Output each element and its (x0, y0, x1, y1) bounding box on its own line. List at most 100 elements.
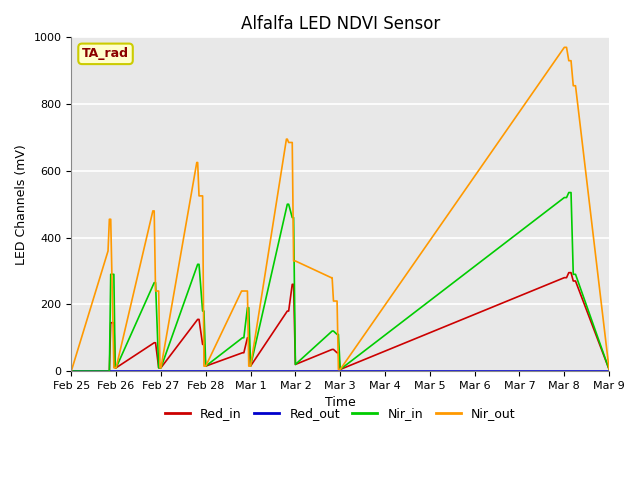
Nir_in (156, 365, 164, 371)
Nir_in (335, 332, 342, 337)
Nir_out (285, 140, 292, 145)
Red_in (337, 367, 344, 372)
Nir_out (247, 363, 255, 369)
Red_in (202, 363, 209, 369)
Nir_out (112, 365, 120, 371)
Red_in (240, 350, 248, 356)
Red_in (106, 368, 113, 374)
Legend: Red_in, Red_out, Nir_in, Nir_out: Red_in, Red_out, Nir_in, Nir_out (160, 402, 520, 425)
Nir_in (202, 363, 209, 369)
Red_in (111, 365, 119, 371)
Nir_out (202, 363, 209, 369)
Nir_in (152, 280, 159, 286)
Nir_out (237, 288, 245, 294)
Nir_in (563, 195, 570, 201)
Nir_out (283, 136, 291, 142)
Nir_out (111, 365, 119, 371)
Nir_out (239, 288, 246, 294)
Red_in (565, 270, 573, 276)
Red_in (572, 278, 579, 284)
Red_in (289, 281, 296, 287)
Nir_in (290, 215, 298, 220)
Nir_in (567, 190, 575, 195)
Red_in (195, 316, 203, 322)
Nir_in (572, 272, 579, 277)
Nir_out (570, 83, 577, 89)
Nir_out (284, 136, 291, 142)
Nir_out (561, 45, 568, 50)
Red_in (330, 347, 337, 352)
Nir_in (337, 367, 344, 372)
Red_in (244, 335, 252, 341)
Red_in (110, 320, 118, 325)
Nir_in (244, 305, 252, 311)
Nir_in (330, 328, 337, 334)
Nir_out (107, 216, 115, 222)
Nir_in (107, 272, 115, 277)
Nir_out (244, 288, 252, 294)
Red_in (194, 316, 202, 322)
X-axis label: Time: Time (325, 396, 356, 409)
Nir_in (155, 365, 163, 371)
Nir_out (104, 248, 112, 254)
Nir_in (247, 363, 255, 369)
Nir_in (605, 367, 613, 372)
Nir_in (106, 368, 113, 374)
Red_in (335, 350, 342, 356)
Nir_out (200, 363, 208, 369)
Nir_in (157, 365, 164, 371)
Nir_in (284, 201, 291, 207)
Red_in (156, 365, 164, 371)
Red_in (152, 340, 159, 346)
Nir_in (337, 367, 344, 372)
Nir_out (152, 288, 159, 294)
Red_in (563, 275, 570, 280)
Red_in (199, 342, 207, 348)
Nir_out (194, 160, 202, 166)
Nir_in (110, 272, 118, 277)
Nir_in (285, 201, 292, 207)
Nir_out (193, 160, 200, 166)
Nir_out (156, 365, 164, 371)
Nir_out (328, 275, 335, 280)
Red_in (605, 367, 613, 372)
Nir_out (240, 288, 248, 294)
Red_in (284, 308, 291, 314)
Nir_out (110, 365, 118, 371)
Nir_out (337, 367, 344, 372)
Red_in (157, 365, 164, 371)
Title: Alfalfa LED NDVI Sensor: Alfalfa LED NDVI Sensor (241, 15, 440, 33)
Red_in (333, 350, 341, 356)
Y-axis label: LED Channels (mV): LED Channels (mV) (15, 144, 28, 264)
Red_in (67, 368, 75, 374)
Nir_in (245, 305, 253, 311)
Nir_in (67, 368, 75, 374)
Line: Nir_out: Nir_out (71, 48, 609, 371)
Red_in (290, 281, 298, 287)
Red_in (337, 367, 344, 372)
Nir_out (289, 140, 296, 145)
Nir_in (199, 308, 207, 314)
Red_in (570, 278, 577, 284)
Red_in (200, 342, 208, 348)
Nir_out (106, 216, 113, 222)
Nir_out (337, 367, 344, 372)
Nir_in (333, 332, 341, 337)
Nir_in (292, 361, 300, 367)
Nir_out (572, 83, 579, 89)
Nir_out (245, 363, 253, 369)
Nir_out (150, 208, 158, 214)
Nir_out (292, 258, 300, 264)
Red_in (292, 361, 300, 367)
Nir_in (328, 328, 336, 334)
Line: Nir_in: Nir_in (71, 192, 609, 371)
Nir_in (200, 308, 208, 314)
Red_in (285, 308, 292, 314)
Nir_in (111, 365, 119, 371)
Red_in (150, 340, 158, 346)
Nir_in (195, 262, 203, 267)
Nir_out (328, 275, 336, 280)
Nir_out (290, 258, 298, 264)
Nir_out (149, 208, 157, 214)
Nir_out (330, 298, 337, 304)
